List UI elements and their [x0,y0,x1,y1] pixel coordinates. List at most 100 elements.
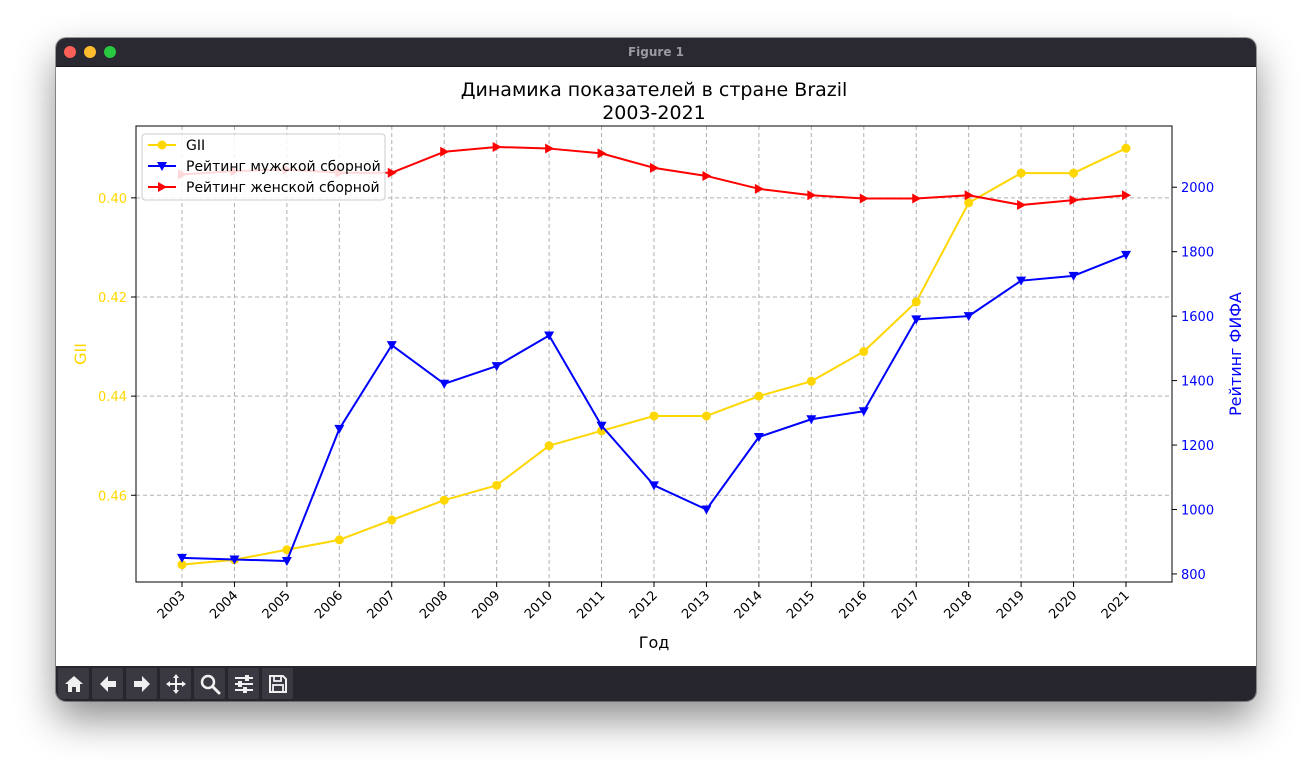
series-2-point [491,362,502,372]
series-3-point [1069,195,1079,206]
y-axis-right-label: Рейтинг ФИФА [1226,292,1245,416]
y-right-tick-label: 800 [1181,568,1206,583]
series-3-point [1122,190,1131,201]
x-tick-label: 2017 [889,588,923,622]
y-right-tick-label: 2000 [1181,181,1214,196]
series-1-point [334,535,344,545]
forward-button[interactable] [126,668,157,699]
legend-entry[interactable]: Рейтинг женской сборной [148,180,380,196]
y-left-tick-label: 0.42 [98,291,127,306]
series-2 [177,250,1131,567]
series-1-point [439,495,449,505]
title-bar: Figure 1 [56,38,1256,67]
series-2-point [753,432,764,442]
x-tick-label: 2021 [1099,588,1133,622]
series-1-point [177,560,187,570]
series-1-point [544,441,554,451]
zoom-window-button[interactable] [104,46,116,58]
y-right-tick-label: 1800 [1181,246,1214,261]
axes: 2003 2004 2005 2006 2007 2008 2009 2010 2011 2012… [98,181,1214,622]
series-2-point [229,555,240,565]
pan-button[interactable] [160,668,191,699]
series-3-point [650,162,659,173]
series-2-point [911,315,922,325]
home-button[interactable] [58,668,89,699]
series-3-point [440,146,450,157]
series-3-point [912,193,922,204]
series-1-point [701,411,711,421]
x-tick-label: 2013 [679,588,713,622]
series-3-point [387,167,397,178]
x-tick-label: 2003 [155,588,189,622]
series-1-point [1016,168,1026,178]
navigation-toolbar [56,666,1256,701]
zoom-magnifier-icon [200,674,220,694]
x-tick-label: 2009 [469,588,503,622]
series-2-point [544,331,555,341]
series-1-point [859,347,869,357]
configure-subplots-button[interactable] [228,668,259,699]
series-2-point [1068,271,1079,281]
legend-entry[interactable]: Рейтинг мужской сборной [148,159,381,175]
y-left-tick-label: 0.46 [98,489,127,504]
pan-move-icon [165,673,186,694]
series-2-point [701,505,712,515]
legend-label: GII [186,138,205,154]
series-1-point [492,480,502,490]
chart[interactable]: 2003 2004 2005 2006 2007 2008 2009 2010 2011 2012… [56,67,1256,666]
legend[interactable]: GII Рейтинг мужской сборной Рейтинг женско… [141,133,386,201]
series-2-point [963,312,974,322]
series-1-point [1069,168,1079,178]
series-2-point [177,553,187,563]
series-1-point [1121,143,1131,153]
chart-title: Динамика показателей в стране Brazil [461,79,848,101]
x-axis-label: Год [639,633,670,652]
series-3-point [1017,199,1027,210]
legend-swatch-marker [157,162,167,171]
y-right-tick-label: 1600 [1181,310,1214,325]
x-tick-label: 2011 [574,588,608,622]
zoom-button[interactable] [194,668,225,699]
series-3-point [545,143,555,154]
home-icon [64,675,83,692]
legend-swatch-marker [158,182,167,192]
chart-subtitle: 2003-2021 [602,102,706,124]
close-window-button[interactable] [64,46,76,58]
series-1-point [754,391,764,401]
forward-arrow-icon [133,675,150,692]
back-arrow-icon [99,675,116,692]
series-3-point [754,183,764,194]
series-1-point [387,515,397,525]
x-tick-label: 2007 [365,588,399,622]
series-2-point [806,415,817,425]
series-2-point [439,379,450,389]
save-button[interactable] [262,668,293,699]
y-right-tick-label: 1400 [1181,375,1214,390]
x-tick-label: 2008 [417,588,451,622]
x-tick-label: 2020 [1046,588,1080,622]
back-button[interactable] [92,668,123,699]
legend-label: Рейтинг мужской сборной [186,159,381,175]
series-3-point [859,193,869,204]
y-right-tick-label: 1000 [1181,503,1214,518]
y-right-tick-label: 1200 [1181,439,1214,454]
y-left-tick-label: 0.44 [98,390,127,405]
minimize-window-button[interactable] [84,46,96,58]
series-2-point [334,424,345,434]
legend-entry[interactable]: GII [148,138,205,154]
x-tick-label: 2006 [312,588,346,622]
legend-box [141,133,386,201]
y-axis-left-label: GII [71,343,90,365]
x-tick-label: 2018 [941,588,975,622]
series-2-point [281,557,292,567]
series-1-point [806,376,816,386]
series-2-point [386,341,397,351]
x-tick-label: 2016 [837,588,871,622]
series-1 [177,143,1131,570]
figure-canvas: 2003 2004 2005 2006 2007 2008 2009 2010 2011 2012… [56,67,1256,666]
series-3-point [807,190,817,201]
series-1-point [911,297,921,307]
series-2-point [858,407,869,417]
window-title: Figure 1 [627,45,685,59]
x-tick-label: 2010 [522,588,556,622]
